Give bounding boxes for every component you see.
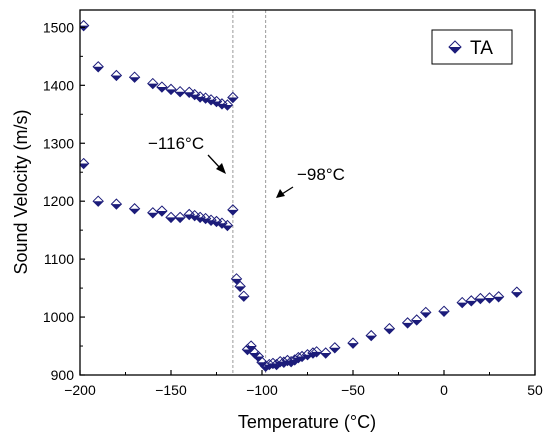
y-tick-label: 900 [51, 367, 75, 383]
x-tick-label: 0 [440, 382, 448, 398]
tick-labels: −200 −150 −100 −50 0 50 900 1000 1100 1200 1300 140… [43, 19, 543, 398]
y-tick-label: 1100 [44, 251, 74, 267]
x-tick-label: −200 [64, 382, 96, 398]
data-point [492, 291, 505, 303]
data-point [252, 350, 265, 363]
legend-marker-diamond [448, 40, 462, 54]
y-tick-label: 1400 [43, 77, 74, 93]
data-point [474, 292, 487, 305]
axis-ticks [79, 26, 536, 376]
data-point [227, 91, 239, 104]
legend-label: TA [470, 38, 493, 59]
legend-marker [448, 40, 462, 54]
data-points [80, 19, 523, 373]
data-point [383, 322, 396, 335]
data-point [147, 207, 159, 219]
data-point [128, 71, 141, 83]
x-tick-label: −50 [341, 382, 365, 398]
data-point [128, 203, 141, 215]
data-point [238, 290, 250, 302]
data-point [110, 69, 123, 82]
data-point [221, 99, 234, 111]
annotation-98-arrowhead [276, 189, 285, 198]
data-point [511, 286, 523, 298]
data-point [456, 296, 468, 309]
data-point [410, 314, 423, 326]
plot-frame [79, 9, 536, 376]
annotation-116: −116°C [148, 134, 204, 153]
x-axis-title: Temperature (°C) [238, 412, 376, 432]
data-point [329, 342, 341, 354]
data-point [147, 77, 159, 90]
legend: TA [431, 29, 513, 65]
annotation-98: −98°C [297, 165, 345, 184]
y-tick-label: 1300 [43, 135, 74, 151]
data-point [165, 83, 177, 96]
data-point [110, 198, 123, 210]
annotation-98-arrow [281, 186, 294, 195]
x-tick-label: −150 [155, 382, 187, 398]
data-point [92, 61, 104, 73]
data-point [230, 273, 243, 285]
data-point [420, 306, 432, 319]
data-point [156, 205, 168, 217]
y-tick-label: 1000 [43, 309, 74, 325]
data-point [401, 317, 414, 329]
data-point [347, 337, 359, 349]
annotation-116-arrowhead [216, 163, 226, 174]
data-point [165, 211, 177, 224]
data-point [92, 195, 104, 207]
data-point [227, 204, 239, 216]
y-tick-label: 1500 [43, 19, 74, 35]
data-point [221, 219, 234, 232]
y-axis-title: Sound Velocity (m/s) [11, 109, 31, 274]
data-point [465, 295, 478, 307]
legend-box [431, 29, 513, 65]
data-point [174, 211, 186, 224]
y-tick-label: 1200 [43, 193, 74, 209]
data-point [319, 347, 332, 359]
data-point [310, 346, 323, 358]
reference-lines [232, 10, 267, 375]
data-point [438, 305, 450, 317]
data-point [365, 329, 377, 342]
data-point [234, 280, 246, 293]
x-tick-label: 50 [527, 382, 543, 398]
x-tick-label: −100 [246, 382, 278, 398]
data-point [156, 81, 168, 93]
data-point [483, 292, 496, 304]
data-point [174, 85, 186, 98]
